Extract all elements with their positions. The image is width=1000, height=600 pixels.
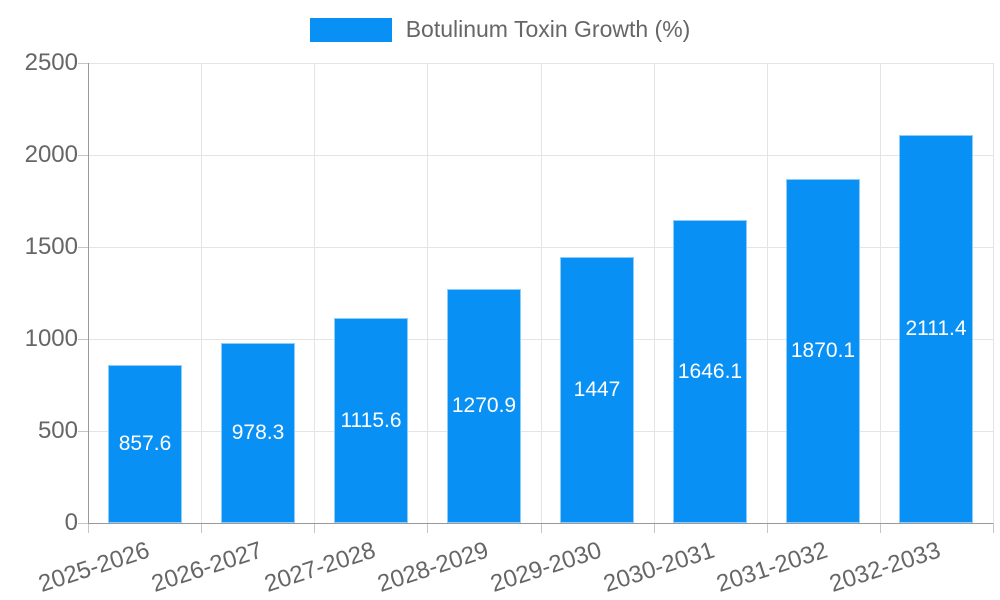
y-axis-tick <box>78 155 88 156</box>
gridline-vertical <box>767 63 768 523</box>
bar-value-label: 1646.1 <box>677 359 743 383</box>
x-axis-category-label: 2031-2032 <box>713 536 831 598</box>
bar-2028-2029[interactable]: 1270.9 <box>447 289 521 523</box>
x-axis-category-label: 2032-2033 <box>826 536 944 598</box>
gridline-horizontal <box>88 247 993 248</box>
y-axis-tick <box>78 431 88 432</box>
x-axis-tick <box>88 523 89 533</box>
gridline-horizontal <box>88 63 993 64</box>
x-axis-category-label: 2025-2026 <box>35 536 153 598</box>
bar-value-label: 1447 <box>573 378 621 401</box>
y-axis-tick <box>78 523 88 524</box>
gridline-vertical <box>880 63 881 523</box>
x-axis-category-label: 2029-2030 <box>487 536 605 598</box>
bar-2031-2032[interactable]: 1870.1 <box>786 179 860 523</box>
gridline-vertical <box>654 63 655 523</box>
y-axis-tick-label: 0 <box>64 509 78 536</box>
gridline-vertical <box>427 63 428 523</box>
chart-legend: Botulinum Toxin Growth (%) <box>0 16 1000 43</box>
bar-value-label: 1270.9 <box>451 394 517 417</box>
y-axis-tick <box>78 63 88 64</box>
y-axis-tick-label: 1000 <box>24 325 78 352</box>
bar-value-label: 1870.1 <box>790 339 856 362</box>
x-axis-tick <box>767 523 768 533</box>
gridline-horizontal <box>88 155 993 156</box>
gridline-vertical <box>314 63 315 523</box>
y-axis-tick-label: 2000 <box>24 141 78 168</box>
x-axis-category-label: 2027-2028 <box>261 536 379 598</box>
x-axis-tick <box>654 523 655 533</box>
x-axis-category-label: 2028-2029 <box>374 536 492 598</box>
gridline-vertical <box>993 63 994 523</box>
legend-item[interactable]: Botulinum Toxin Growth (%) <box>309 16 691 43</box>
x-axis-line <box>88 523 993 524</box>
y-axis-tick <box>78 339 88 340</box>
y-axis-tick-label: 2500 <box>24 49 78 76</box>
x-axis-tick <box>880 523 881 533</box>
legend-label: Botulinum Toxin Growth (%) <box>405 16 691 42</box>
x-axis-tick <box>427 523 428 533</box>
x-axis-tick <box>541 523 542 533</box>
bar-2025-2026[interactable]: 857.6 <box>108 365 182 523</box>
x-axis-tick <box>993 523 994 533</box>
bar-value-label: 978.3 <box>231 421 285 444</box>
y-axis-tick-label: 500 <box>37 417 78 444</box>
y-axis-line <box>88 63 89 524</box>
gridline-vertical <box>541 63 542 523</box>
bar-value-label: 857.6 <box>118 432 172 455</box>
bar-value-label: 1115.6 <box>340 408 402 432</box>
bar-2030-2031[interactable]: 1646.1 <box>673 220 747 523</box>
x-axis-category-label: 2030-2031 <box>600 536 718 598</box>
legend-color-swatch <box>309 17 392 42</box>
bar-value-label: 2111.4 <box>905 317 967 340</box>
bar-2032-2033[interactable]: 2111.4 <box>899 135 973 523</box>
bar-2027-2028[interactable]: 1115.6 <box>334 318 408 523</box>
bar-2026-2027[interactable]: 978.3 <box>221 343 295 523</box>
bar-2029-2030[interactable]: 1447 <box>560 257 634 523</box>
y-axis-tick-label: 1500 <box>24 233 78 260</box>
gridline-horizontal <box>88 431 993 432</box>
gridline-horizontal <box>88 339 993 340</box>
x-axis-tick <box>314 523 315 533</box>
y-axis-tick <box>78 247 88 248</box>
x-axis-tick <box>201 523 202 533</box>
x-axis-category-label: 2026-2027 <box>148 536 266 598</box>
gridline-vertical <box>201 63 202 523</box>
